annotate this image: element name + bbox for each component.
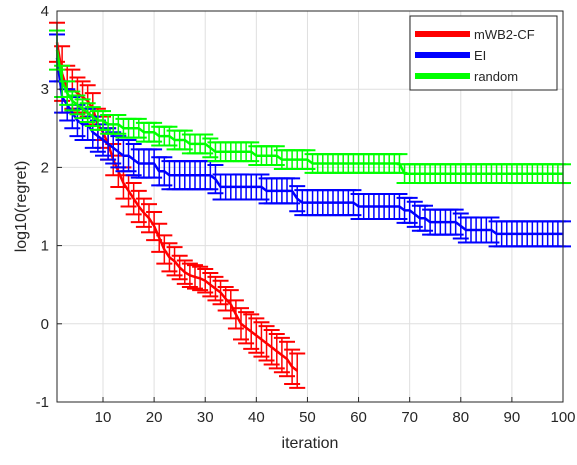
tick-labels: 10 20 30 40 50 60 70 80 90 100 -1 0 1 2 3 4 bbox=[36, 3, 576, 426]
legend-label: mWB2-CF bbox=[474, 27, 535, 42]
x-tick-label: 70 bbox=[401, 409, 418, 426]
x-tick-label: 40 bbox=[248, 409, 265, 426]
x-tick-label: 100 bbox=[550, 409, 575, 426]
y-tick-label: -1 bbox=[36, 394, 49, 411]
axes-box bbox=[56, 10, 564, 403]
x-tick-label: 50 bbox=[299, 409, 316, 426]
x-tick-label: 30 bbox=[197, 409, 214, 426]
series-ei bbox=[49, 33, 571, 248]
x-tick-label: 10 bbox=[95, 409, 112, 426]
x-axis-title: iteration bbox=[282, 435, 339, 452]
x-tick-label: 90 bbox=[504, 409, 521, 426]
series-group bbox=[49, 21, 571, 389]
axes bbox=[56, 10, 564, 403]
legend-entry: mWB2-CF bbox=[415, 27, 535, 42]
legend-entry: EI bbox=[415, 48, 486, 63]
legend: mWB2-CF EI random bbox=[409, 15, 558, 91]
x-tick-label: 80 bbox=[452, 409, 469, 426]
series-mwb2-cf bbox=[49, 21, 306, 389]
series-line bbox=[55, 42, 298, 372]
x-tick-label: 60 bbox=[350, 409, 367, 426]
legend-label: random bbox=[474, 69, 518, 84]
y-tick-label: 3 bbox=[41, 81, 49, 98]
legend-entry: random bbox=[415, 69, 518, 84]
series-line bbox=[55, 57, 563, 236]
y-tick-label: 0 bbox=[41, 316, 49, 333]
y-tick-label: 2 bbox=[41, 159, 49, 176]
x-tick-label: 20 bbox=[146, 409, 163, 426]
legend-entries: mWB2-CF EI random bbox=[415, 27, 535, 84]
y-axis-title: log10(regret) bbox=[13, 161, 30, 253]
series-random bbox=[49, 29, 571, 185]
y-tick-label: 4 bbox=[41, 3, 49, 20]
y-tick-label: 1 bbox=[41, 238, 49, 255]
legend-label: EI bbox=[474, 48, 486, 63]
series-line bbox=[55, 49, 563, 175]
